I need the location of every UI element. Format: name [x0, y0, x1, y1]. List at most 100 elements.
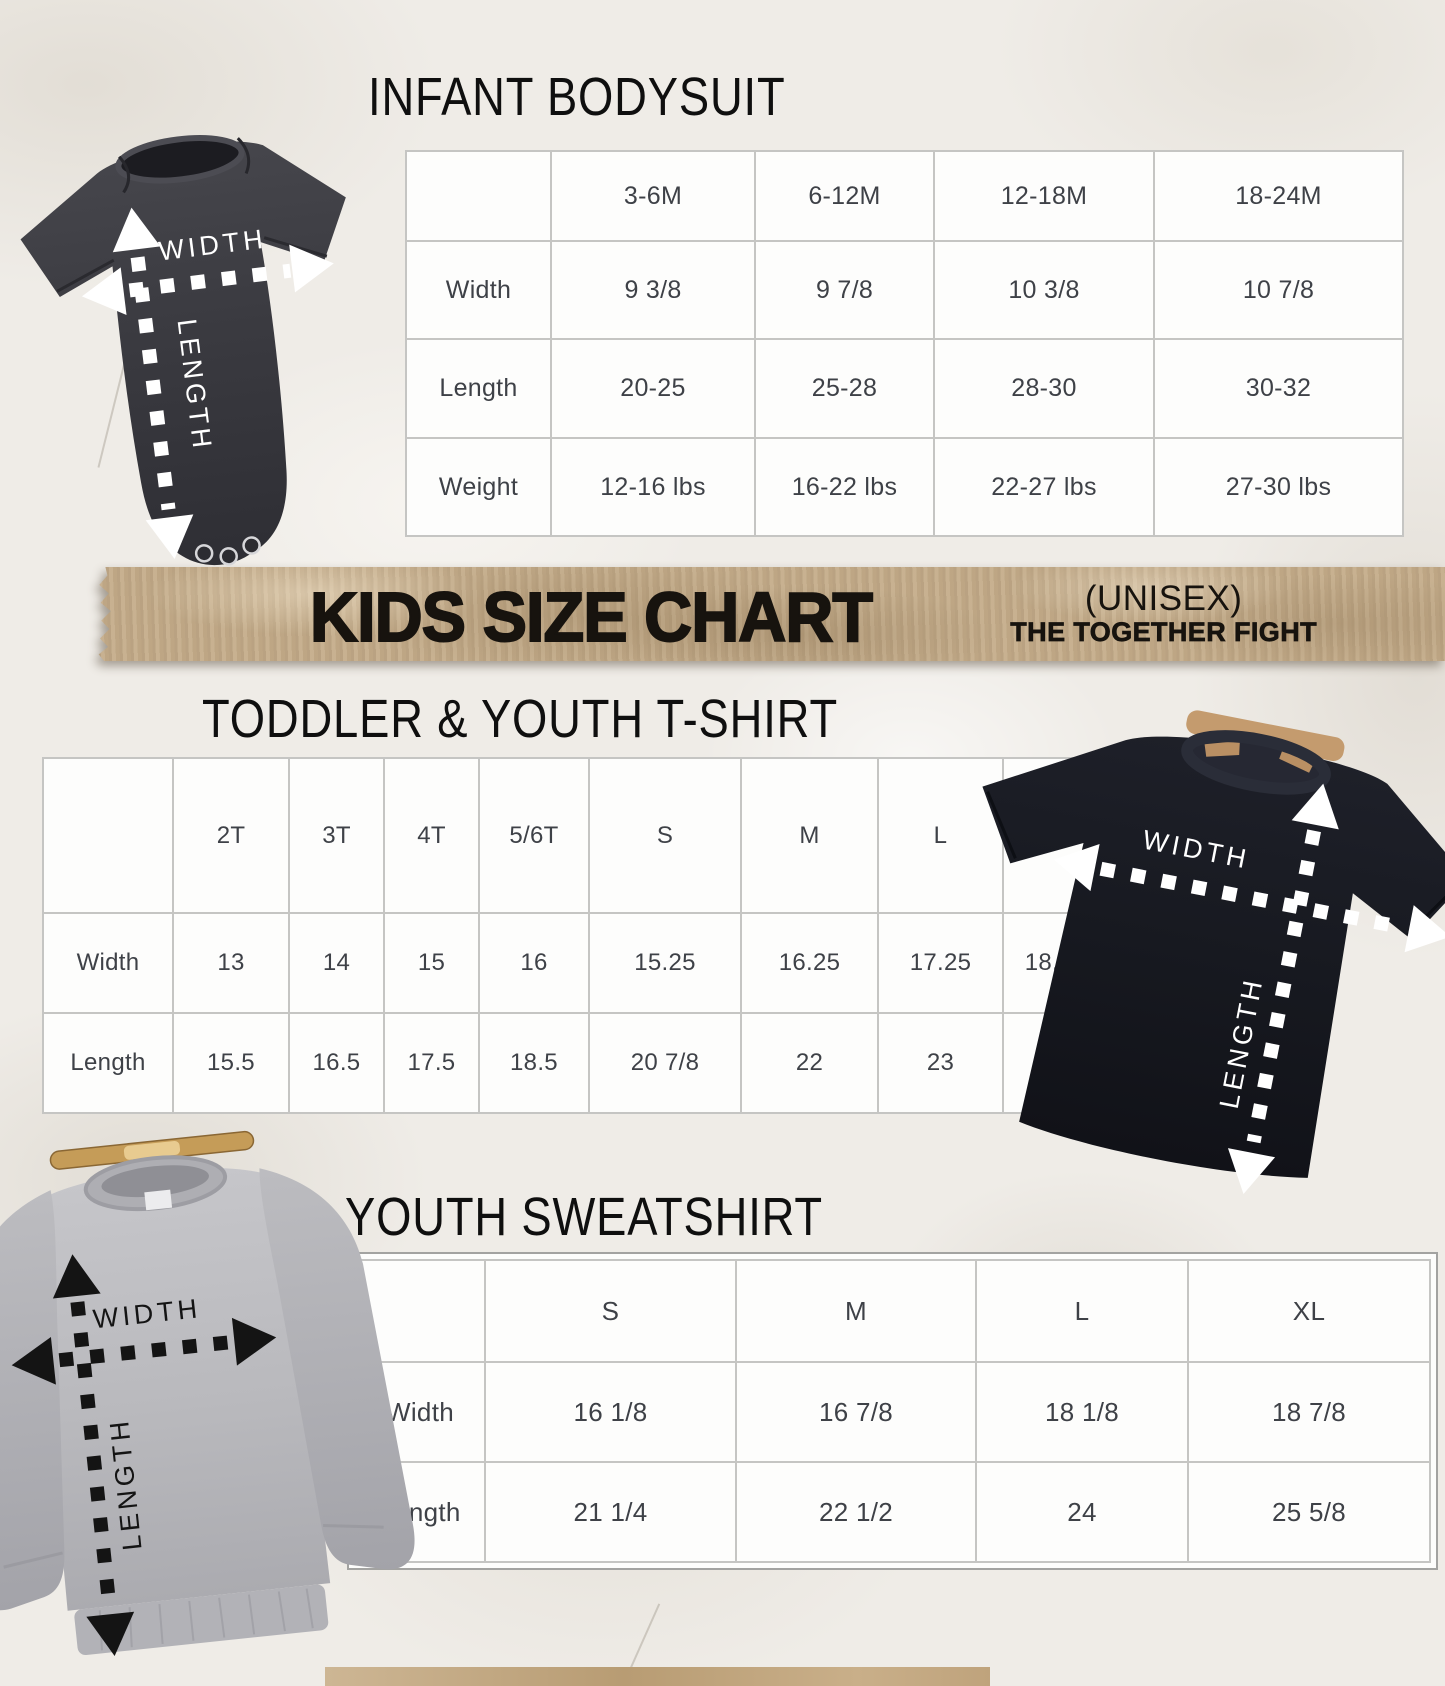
size-value-cell: 15.5	[172, 1012, 290, 1114]
measurement-row-label: Weight	[405, 437, 552, 537]
length-arrow-icon	[1227, 783, 1339, 1194]
youth-sweatshirt-table-frame: S M L XL Width 16 1/8 16 7/8 18 1/8 18 7…	[347, 1252, 1438, 1570]
size-column-header: 2T	[172, 757, 290, 914]
bodysuit-neck-ribbing	[115, 135, 245, 184]
size-value-cell: 18 1/8	[975, 1361, 1189, 1463]
size-value-cell: 20 7/8	[588, 1012, 742, 1114]
size-value-cell: 16 7/8	[735, 1361, 977, 1463]
toddler-tshirt-photo: WIDTH LENGTH	[893, 636, 1445, 1261]
size-value-cell: 16 1/8	[484, 1361, 737, 1463]
size-value-cell: 14	[288, 912, 385, 1014]
size-value-cell: 15	[383, 912, 480, 1014]
size-value-cell: 27-30 lbs	[1153, 437, 1404, 537]
size-column-header: 6-12M	[754, 150, 935, 242]
size-value-cell: 18 7/8	[1187, 1361, 1431, 1463]
sweatshirt-waistband	[74, 1584, 329, 1656]
size-value-cell: 24	[975, 1461, 1189, 1563]
size-column-header: S	[588, 757, 742, 914]
size-value-cell: 20-25	[550, 338, 756, 439]
size-value-cell: 16	[478, 912, 590, 1014]
corner-cell	[405, 150, 552, 242]
size-value-cell: 22	[740, 1012, 879, 1114]
size-column-header: 3T	[288, 757, 385, 914]
sweatshirt-body	[39, 1167, 331, 1611]
size-column-header: S	[484, 1259, 737, 1363]
size-value-cell: 17.5	[383, 1012, 480, 1114]
size-value-cell: 25 5/8	[1187, 1461, 1431, 1563]
size-column-header: 5/6T	[478, 757, 590, 914]
sleeve-hem-seam	[56, 236, 328, 293]
corner-cell	[42, 757, 174, 914]
cuff-seam	[3, 1524, 384, 1569]
size-column-header: 12-18M	[933, 150, 1155, 242]
table-header-row: 3-6M 6-12M 12-18M 18-24M	[405, 150, 1404, 242]
hanger-through-neck	[1204, 740, 1316, 773]
sweatshirt-neck-opening	[101, 1165, 209, 1198]
table-row: Width 9 3/8 9 7/8 10 3/8 10 7/8	[405, 240, 1404, 340]
size-value-cell: 10 3/8	[933, 240, 1155, 340]
size-column-header: XL	[1187, 1259, 1431, 1363]
size-column-header: 18-24M	[1153, 150, 1404, 242]
measurement-row-label: Length	[405, 338, 552, 439]
width-arrow-icon	[11, 1317, 277, 1385]
sweatshirt-left-sleeve	[0, 1190, 65, 1611]
size-value-cell: 9 3/8	[550, 240, 756, 340]
table-row: Width 16 1/8 16 7/8 18 1/8 18 7/8	[354, 1361, 1431, 1463]
length-arrow-icon	[52, 1254, 135, 1657]
banner-unisex-label: (UNISEX)	[1084, 579, 1243, 618]
size-value-cell: 23	[877, 1012, 1004, 1114]
size-value-cell: 22-27 lbs	[933, 437, 1155, 537]
size-column-header: 4T	[383, 757, 480, 914]
length-arrow-icon	[112, 207, 194, 559]
size-value-cell: 28-30	[933, 338, 1155, 439]
size-column-header: M	[735, 1259, 977, 1363]
size-value-cell: 17.25	[877, 912, 1004, 1014]
size-column-header: M	[740, 757, 879, 914]
table-row: Weight 12-16 lbs 16-22 lbs 22-27 lbs 27-…	[405, 437, 1404, 537]
infant-bodysuit-photo: WIDTH LENGTH	[0, 61, 447, 683]
toddler-youth-tshirt-title: TODDLER & YOUTH T-SHIRT	[202, 689, 839, 749]
size-column-header: L	[975, 1259, 1189, 1363]
tshirt-collar-ribbing	[1181, 730, 1331, 795]
size-value-cell: 13	[172, 912, 290, 1014]
sweatshirt-right-sleeve	[259, 1168, 415, 1570]
youth-sweatshirt-photo: WIDTH LENGTH	[0, 1054, 460, 1686]
size-value-cell: 30-32	[1153, 338, 1404, 439]
size-value-cell: 16-22 lbs	[754, 437, 935, 537]
table-row: Length 20-25 25-28 28-30 30-32	[405, 338, 1404, 439]
size-value-cell: 16.5	[288, 1012, 385, 1114]
bodysuit-neck-opening	[118, 138, 242, 181]
size-value-cell: 9 7/8	[754, 240, 935, 340]
banner-subtitle-block: (UNISEX) THE TOGETHER FIGHT	[1010, 581, 1317, 648]
size-value-cell: 16.25	[740, 912, 879, 1014]
infant-bodysuit-title: INFANT BODYSUIT	[368, 67, 786, 127]
table-header-row: S M L XL	[354, 1259, 1431, 1363]
size-value-cell: 15.25	[588, 912, 742, 1014]
neck-tag	[144, 1189, 173, 1211]
lap-shoulder-seam	[118, 155, 131, 194]
lap-shoulder-seam	[236, 137, 251, 174]
table-row: Length 21 1/4 22 1/2 24 25 5/8	[354, 1461, 1431, 1563]
youth-sweatshirt-table: S M L XL Width 16 1/8 16 7/8 18 1/8 18 7…	[354, 1259, 1431, 1563]
kids-size-chart-banner: KIDS SIZE CHART (UNISEX) THE TOGETHER FI…	[98, 567, 1445, 661]
banner-brand-name: THE TOGETHER FIGHT	[1010, 616, 1317, 647]
bodysuit-fabric	[20, 141, 346, 565]
measurement-row-label: Length	[42, 1012, 174, 1114]
measurement-row-label: Width	[405, 240, 552, 340]
table-row: Width 13 14 15 16 15.25 16.25 17.25 18.2…	[42, 912, 1109, 1014]
size-value-cell: 25-28	[754, 338, 935, 439]
measurement-row-label: Width	[42, 912, 174, 1014]
size-value-cell: 22 1/2	[735, 1461, 977, 1563]
snap-buttons	[194, 536, 261, 566]
size-column-header: 3-6M	[550, 150, 756, 242]
tshirt-fabric	[982, 736, 1445, 1178]
banner-title: KIDS SIZE CHART	[309, 577, 874, 657]
size-value-cell: 10 7/8	[1153, 240, 1404, 340]
size-value-cell: 12-16 lbs	[550, 437, 756, 537]
width-arrow-icon	[81, 244, 334, 316]
size-value-cell: 21 1/4	[484, 1461, 737, 1563]
youth-sweatshirt-title: YOUTH SWEATSHIRT	[345, 1187, 823, 1247]
waistband-ribbing	[98, 1588, 314, 1651]
wood-surface-strip	[325, 1667, 990, 1686]
